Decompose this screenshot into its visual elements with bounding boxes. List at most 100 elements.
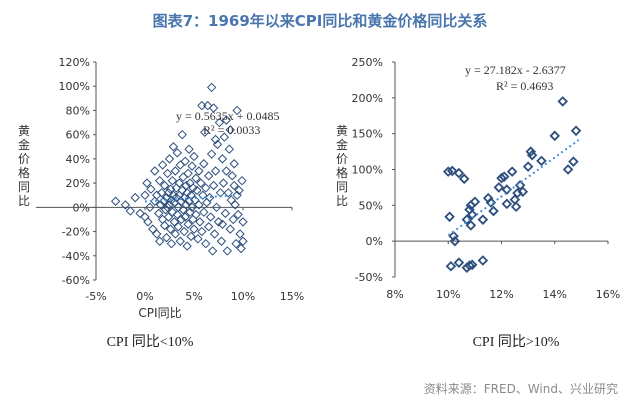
data-point	[154, 175, 165, 186]
x-axis-label: CPI同比	[138, 306, 181, 320]
data-point	[120, 200, 131, 210]
data-point	[446, 165, 458, 177]
data-point	[493, 182, 505, 193]
data-point	[536, 155, 547, 167]
data-point	[225, 125, 235, 135]
data-point	[186, 231, 196, 242]
y-axis-label-char: 同	[336, 180, 348, 194]
data-point	[179, 226, 189, 237]
y-tick-label: -20%	[62, 226, 90, 239]
data-point	[167, 175, 178, 186]
data-point	[189, 224, 199, 234]
data-point	[203, 222, 214, 232]
data-point	[221, 115, 232, 125]
data-point	[154, 208, 164, 219]
data-point	[155, 200, 166, 210]
x-tick-label: 12%	[489, 288, 513, 301]
data-point	[156, 188, 167, 198]
data-point	[211, 202, 222, 213]
data-point	[199, 159, 209, 169]
data-point	[192, 185, 202, 196]
data-point	[140, 212, 150, 222]
data-point	[464, 260, 475, 271]
data-point	[198, 190, 208, 200]
x-tick-label: 16%	[596, 288, 620, 301]
data-point	[220, 208, 231, 219]
data-point	[203, 171, 214, 181]
data-point	[221, 166, 232, 176]
data-point	[110, 196, 121, 206]
data-point	[143, 217, 153, 227]
y-axis-label-char: 比	[336, 194, 348, 208]
y-axis-label-char: 金	[336, 137, 348, 152]
data-point	[170, 166, 181, 176]
data-point	[453, 167, 465, 179]
y-axis-label-char: 价	[336, 152, 348, 166]
y-tick-label: 100%	[59, 80, 90, 93]
y-tick-label: 150%	[352, 128, 383, 141]
data-point	[183, 219, 193, 229]
data-point	[238, 236, 248, 246]
data-point	[148, 224, 158, 234]
y-tick-label: 250%	[352, 56, 383, 69]
data-point	[180, 156, 190, 167]
chart-title: 图表7：1969年以来CPI同比和黄金价格同比关系	[152, 12, 488, 30]
data-point	[195, 217, 205, 227]
data-point	[223, 188, 234, 198]
scatter-chart-cpi-above-10: -50% 0% 50% 100% 150% 200% 250% 8% 10% 12% 14% 16% y…	[336, 56, 620, 350]
data-point	[130, 192, 140, 203]
data-point	[549, 130, 561, 142]
data-point	[214, 117, 225, 128]
data-point	[461, 214, 473, 225]
data-point	[209, 229, 220, 239]
data-point	[176, 214, 186, 225]
data-point	[226, 195, 236, 205]
data-point	[177, 185, 187, 196]
y-tick-label: -60%	[62, 274, 90, 287]
data-point	[142, 178, 152, 188]
data-point	[216, 236, 227, 246]
data-point	[477, 255, 489, 266]
data-point	[225, 224, 235, 234]
source-note: 资料来源：FRED、Wind、兴业研究	[423, 382, 618, 396]
data-point	[194, 166, 204, 176]
data-point	[517, 186, 529, 197]
data-point	[197, 226, 207, 237]
data-point	[237, 175, 247, 186]
y-tick-label: 100%	[352, 164, 383, 177]
data-point	[176, 196, 186, 206]
data-point	[163, 188, 174, 198]
data-point	[146, 184, 156, 194]
data-point	[208, 103, 219, 113]
data-point	[190, 195, 200, 205]
data-point	[187, 161, 197, 171]
data-point	[182, 188, 192, 198]
data-point	[210, 166, 221, 176]
trend-r-squared: R² = 0.4693	[496, 79, 553, 93]
data-point	[232, 105, 242, 116]
data-point	[477, 214, 489, 225]
data-point	[167, 207, 178, 217]
data-point	[162, 168, 173, 179]
data-point	[165, 224, 176, 234]
x-tick-label: -5%	[85, 290, 106, 303]
data-point	[230, 200, 240, 210]
data-point	[172, 148, 183, 158]
data-point	[205, 212, 216, 222]
data-point	[236, 243, 246, 254]
data-point	[177, 129, 187, 140]
data-point	[210, 134, 221, 145]
data-point	[202, 197, 212, 208]
data-point	[175, 236, 185, 246]
data-point	[162, 202, 173, 213]
data-point	[227, 171, 237, 181]
data-point	[175, 160, 185, 170]
y-axis-label-char: 金	[18, 137, 30, 152]
data-point	[506, 166, 518, 177]
data-point	[229, 180, 239, 191]
data-point	[501, 198, 513, 210]
x-tick-label: 8%	[386, 288, 403, 301]
data-point	[458, 173, 470, 185]
data-point	[224, 144, 234, 154]
